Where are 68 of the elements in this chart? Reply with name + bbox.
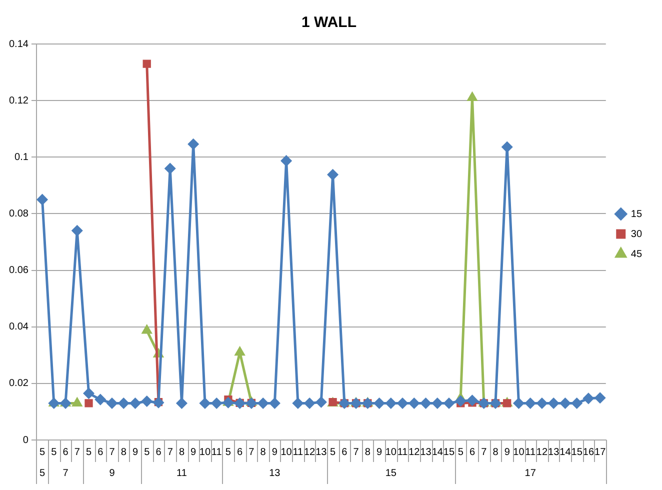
x-tick-label: 13 bbox=[316, 446, 328, 458]
x-tick-label: 5 bbox=[51, 446, 58, 458]
x-tick-label: 8 bbox=[178, 446, 185, 458]
x-tick-label: 10 bbox=[280, 446, 292, 458]
x-tick-label: 8 bbox=[364, 446, 371, 458]
y-tick-label: 0.08 bbox=[8, 208, 29, 220]
x-tick-label: 6 bbox=[469, 446, 476, 458]
y-tick-label: 0.04 bbox=[8, 322, 29, 333]
x-tick-label: 6 bbox=[237, 446, 244, 458]
x-tick-label: 12 bbox=[536, 446, 548, 458]
x-tick-label: 11 bbox=[525, 446, 536, 458]
x-tick-label: 5 bbox=[86, 446, 92, 458]
x-tick-label: 14 bbox=[432, 446, 444, 458]
x-tick-label: 6 bbox=[342, 446, 348, 458]
chart-title: 1 WALL bbox=[302, 14, 356, 32]
x-tick-label: 13 bbox=[420, 446, 432, 458]
x-tick-label: 5 bbox=[39, 446, 46, 458]
x-tick-label: 11 bbox=[211, 446, 222, 458]
y-tick-label: 0.1 bbox=[14, 152, 29, 163]
x-tick-label: 8 bbox=[120, 446, 127, 458]
x-tick-label: 7 bbox=[74, 446, 80, 458]
x-tick-label: 11 bbox=[292, 446, 304, 458]
x-tick-label: 16 bbox=[582, 446, 594, 458]
x-tick-label: 5 bbox=[458, 446, 464, 458]
x-tick-label: 10 bbox=[199, 446, 211, 458]
x-tick-label: 5 bbox=[330, 446, 336, 458]
x-tick-label: 10 bbox=[385, 446, 397, 458]
y-tick-label: 0.06 bbox=[8, 265, 29, 276]
x-tick-label: 13 bbox=[548, 446, 560, 458]
x-tick-label: 15 bbox=[443, 446, 455, 458]
x-tick-label: 17 bbox=[594, 446, 606, 458]
legend-label: 15 bbox=[630, 208, 642, 220]
x-tick-label: 7 bbox=[109, 446, 116, 458]
text: 17 bbox=[524, 468, 536, 479]
x-tick-label: 5 bbox=[225, 446, 232, 458]
y-tick-label: 0.14 bbox=[8, 38, 29, 50]
text: 11 bbox=[176, 468, 188, 479]
text: 7 bbox=[62, 468, 69, 479]
x-tick-label: 12 bbox=[304, 446, 316, 458]
x-tick-label: 6 bbox=[62, 446, 69, 458]
legend-label: 30 bbox=[630, 228, 642, 240]
text: 5 bbox=[39, 468, 46, 479]
x-tick-label: 5 bbox=[144, 446, 150, 458]
x-tick-label: 11 bbox=[397, 446, 408, 458]
x-tick-label: 15 bbox=[571, 446, 583, 458]
x-tick-label: 7 bbox=[481, 446, 488, 458]
x-tick-label: 9 bbox=[504, 446, 510, 458]
y-tick-label: 0.12 bbox=[8, 95, 29, 106]
y-tick-label: 0.02 bbox=[8, 378, 29, 390]
x-tick-label: 9 bbox=[376, 446, 382, 458]
y-tick-label: 0 bbox=[22, 434, 29, 446]
x-tick-label: 9 bbox=[190, 446, 197, 458]
x-tick-label: 9 bbox=[272, 446, 278, 458]
x-tick-label: 6 bbox=[98, 446, 104, 458]
x-tick-label: 8 bbox=[492, 446, 499, 458]
x-tick-label: 7 bbox=[248, 446, 255, 458]
x-tick-label: 12 bbox=[408, 446, 420, 458]
x-tick-label: 10 bbox=[513, 446, 525, 458]
x-tick-label: 7 bbox=[167, 446, 174, 458]
text: 15 bbox=[385, 468, 397, 479]
x-tick-label: 9 bbox=[132, 446, 138, 458]
legend-label: 45 bbox=[630, 248, 642, 260]
x-tick-label: 14 bbox=[560, 446, 572, 458]
x-tick-label: 7 bbox=[353, 446, 360, 458]
x-tick-label: 6 bbox=[156, 446, 162, 458]
text: 9 bbox=[109, 468, 116, 479]
text: 13 bbox=[269, 468, 281, 479]
x-tick-label: 8 bbox=[260, 446, 266, 458]
